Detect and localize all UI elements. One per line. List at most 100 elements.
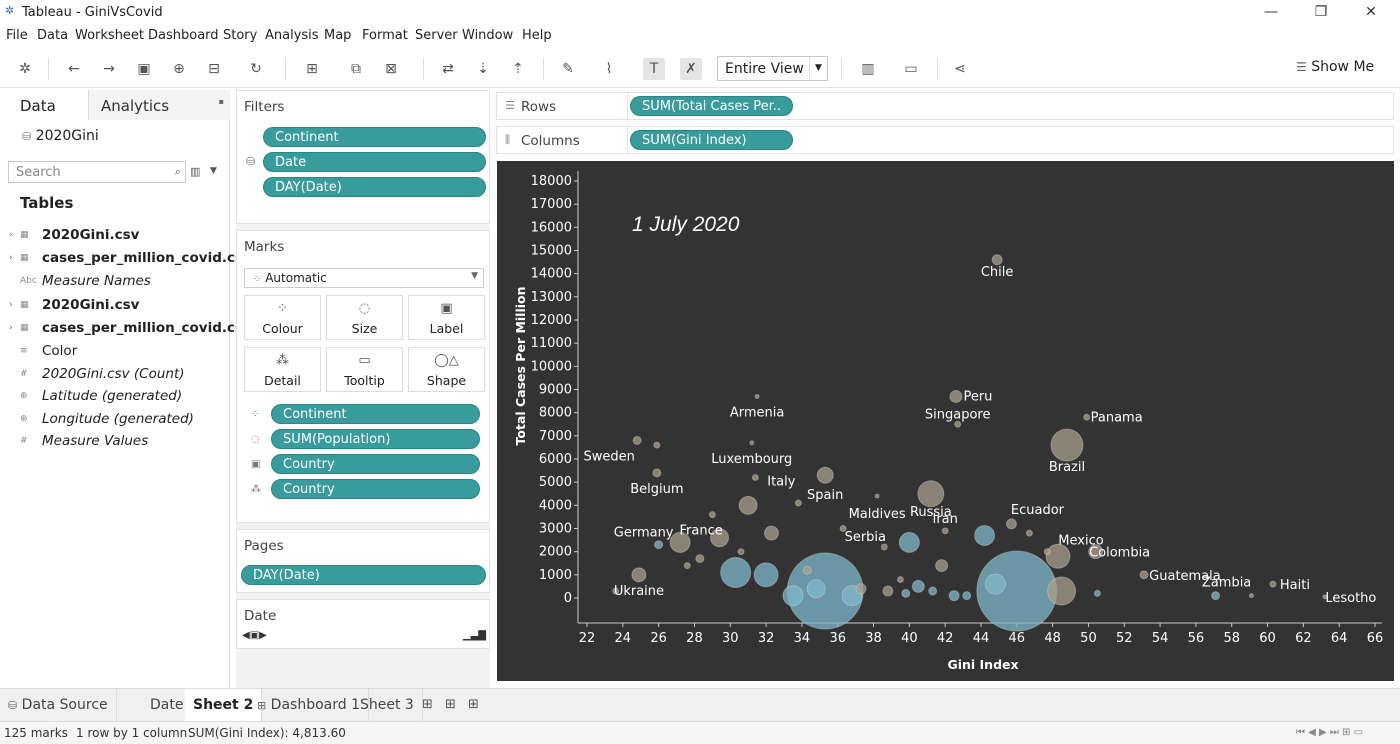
new-story-tab-icon[interactable]: ⊞: [468, 697, 479, 712]
mark-type-dropdown[interactable]: ⁘ Automatic ▼: [244, 268, 484, 288]
detail-icon: ⁂: [276, 353, 289, 368]
datasource-menu-icon[interactable]: ⊟: [208, 61, 220, 77]
point-label: Sweden: [583, 449, 634, 464]
rows-pill[interactable]: SUM(Total Cases Per..: [630, 96, 793, 116]
date-card-title: Date: [244, 608, 277, 624]
playback-speed-icon[interactable]: ▁▃▇: [462, 630, 486, 641]
x-tick-label: 62: [1295, 631, 1312, 646]
rows-shelf[interactable]: ☰ Rows SUM(Total Cases Per..: [496, 92, 1394, 121]
field-item[interactable]: Measure Values: [42, 433, 149, 449]
field-item[interactable]: 2020Gini.csv: [42, 297, 140, 313]
tab-data[interactable]: Data: [0, 90, 88, 120]
datasource-name[interactable]: ⛁ 2020Gini: [22, 128, 99, 144]
field-item[interactable]: Longitude (generated): [42, 411, 194, 427]
highlight-icon[interactable]: ✎: [562, 61, 574, 77]
fix-axes-icon[interactable]: ✗: [680, 58, 702, 80]
expand-icon[interactable]: ›: [9, 253, 13, 263]
pages-pill-day-date[interactable]: DAY(Date): [241, 565, 486, 585]
field-item[interactable]: cases_per_million_covid.csv: [42, 320, 252, 336]
duplicate-sheet-icon[interactable]: ⧉: [351, 61, 361, 77]
sort-ascending-icon[interactable]: ⇣: [477, 61, 489, 77]
menu-story[interactable]: Story: [223, 28, 258, 43]
field-item[interactable]: Measure Names: [42, 273, 151, 289]
expand-icon[interactable]: ›: [9, 300, 13, 310]
new-worksheet-icon[interactable]: ⊞: [306, 61, 318, 77]
shape-button[interactable]: ◯△ Shape: [408, 347, 485, 392]
menu-analysis[interactable]: Analysis: [265, 28, 319, 43]
menu-data[interactable]: Data: [37, 28, 69, 43]
marks-pill-country-label[interactable]: Country: [271, 454, 480, 474]
data-point: [984, 573, 1006, 595]
y-tick-label: 3000: [539, 522, 572, 537]
menu-map[interactable]: Map: [324, 28, 352, 43]
marks-pill-continent[interactable]: Continent: [271, 404, 480, 424]
show-me-button[interactable]: ☰ Show Me: [1296, 59, 1374, 75]
search-menu-icon[interactable]: ▼: [210, 166, 217, 176]
field-item[interactable]: cases_per_million_covid.csv: [42, 250, 252, 266]
x-tick-label: 66: [1367, 631, 1384, 646]
redo-icon[interactable]: →: [103, 61, 115, 77]
menu-file[interactable]: File: [6, 28, 28, 43]
group-icon[interactable]: ⌇: [605, 61, 613, 77]
field-item[interactable]: 2020Gini.csv (Count): [42, 366, 185, 382]
colour-button[interactable]: ⁘ Colour: [244, 295, 321, 340]
filter-pill-day-date[interactable]: DAY(Date): [263, 177, 486, 197]
page-nav-icon[interactable]: ⏮ ◀ ▶ ⏭ ⊞ ▭: [1296, 727, 1364, 738]
menu-help[interactable]: Help: [522, 28, 552, 43]
field-item[interactable]: 2020Gini.csv: [42, 227, 140, 243]
data-point: [1139, 570, 1149, 580]
sort-descending-icon[interactable]: ⇡: [512, 61, 524, 77]
tab-sheet-3[interactable]: Sheet 3: [352, 689, 423, 721]
x-tick-label: 40: [901, 631, 918, 646]
marks-pill-population[interactable]: SUM(Population): [271, 429, 480, 449]
new-dashboard-tab-icon[interactable]: ⊞: [445, 697, 456, 712]
tooltip-button[interactable]: ▭ Tooltip: [326, 347, 403, 392]
filter-pill-date[interactable]: Date: [263, 152, 486, 172]
restore-icon[interactable]: ❐: [1314, 4, 1328, 20]
expand-icon[interactable]: ›: [9, 323, 13, 333]
tab-sheet-2[interactable]: Sheet 2: [185, 689, 263, 721]
close-icon[interactable]: ✕: [1365, 4, 1377, 20]
data-point: [749, 440, 755, 446]
expand-icon[interactable]: ›: [9, 230, 13, 240]
menu-format[interactable]: Format: [362, 28, 408, 43]
tab-dashboard-1[interactable]: ⊞ Dashboard 1: [249, 689, 369, 721]
label-button[interactable]: ▣ Label: [408, 295, 485, 340]
data-point: [720, 557, 752, 589]
view-toggle-icon[interactable]: ▥: [190, 165, 201, 178]
playback-controls-icon[interactable]: ◀▣▶: [242, 630, 267, 641]
new-worksheet-tab-icon[interactable]: ⊞: [422, 697, 433, 712]
tab-analytics[interactable]: Analytics ▪: [88, 90, 230, 120]
scatter-chart[interactable]: 0 1000 2000 3000 4000 5000 6000 7000 8000 9000 100…: [497, 161, 1394, 681]
data-point: [654, 540, 664, 550]
search-input[interactable]: Search ⌕: [8, 161, 186, 183]
columns-shelf[interactable]: ⫼ Columns SUM(Gini Index): [496, 126, 1394, 155]
refresh-icon[interactable]: ↻: [250, 61, 262, 77]
menu-dashboard[interactable]: Dashboard: [148, 28, 219, 43]
menu-window[interactable]: Window: [462, 28, 514, 43]
pane-menu-icon[interactable]: ▪: [218, 97, 224, 106]
tab-data-source[interactable]: ⛁ Data Source: [0, 689, 117, 721]
cards-icon[interactable]: ▥: [861, 61, 875, 77]
tableau-home-icon[interactable]: ✲: [19, 61, 31, 77]
field-item[interactable]: Latitude (generated): [42, 388, 183, 404]
presentation-icon[interactable]: ▭: [904, 61, 918, 77]
marks-pill-country-detail[interactable]: Country: [271, 479, 480, 499]
share-icon[interactable]: ⋖: [954, 61, 966, 77]
menu-server[interactable]: Server: [415, 28, 458, 43]
new-datasource-icon[interactable]: ⊕: [173, 61, 185, 77]
minimize-icon[interactable]: —: [1264, 4, 1278, 20]
fit-dropdown[interactable]: Entire View ▼: [717, 56, 828, 81]
show-labels-icon[interactable]: T: [643, 58, 665, 80]
clear-sheet-icon[interactable]: ⊠: [385, 61, 397, 77]
menu-worksheet[interactable]: Worksheet: [75, 28, 145, 43]
size-button[interactable]: ◌ Size: [326, 295, 403, 340]
field-item[interactable]: Color: [42, 343, 78, 359]
undo-icon[interactable]: ←: [68, 61, 80, 77]
save-icon[interactable]: ▣: [137, 61, 151, 77]
pages-title: Pages: [244, 538, 284, 554]
columns-pill[interactable]: SUM(Gini Index): [630, 130, 793, 150]
filter-pill-continent[interactable]: Continent: [263, 127, 486, 147]
swap-axes-icon[interactable]: ⇄: [442, 61, 454, 77]
detail-button[interactable]: ⁂ Detail: [244, 347, 321, 392]
